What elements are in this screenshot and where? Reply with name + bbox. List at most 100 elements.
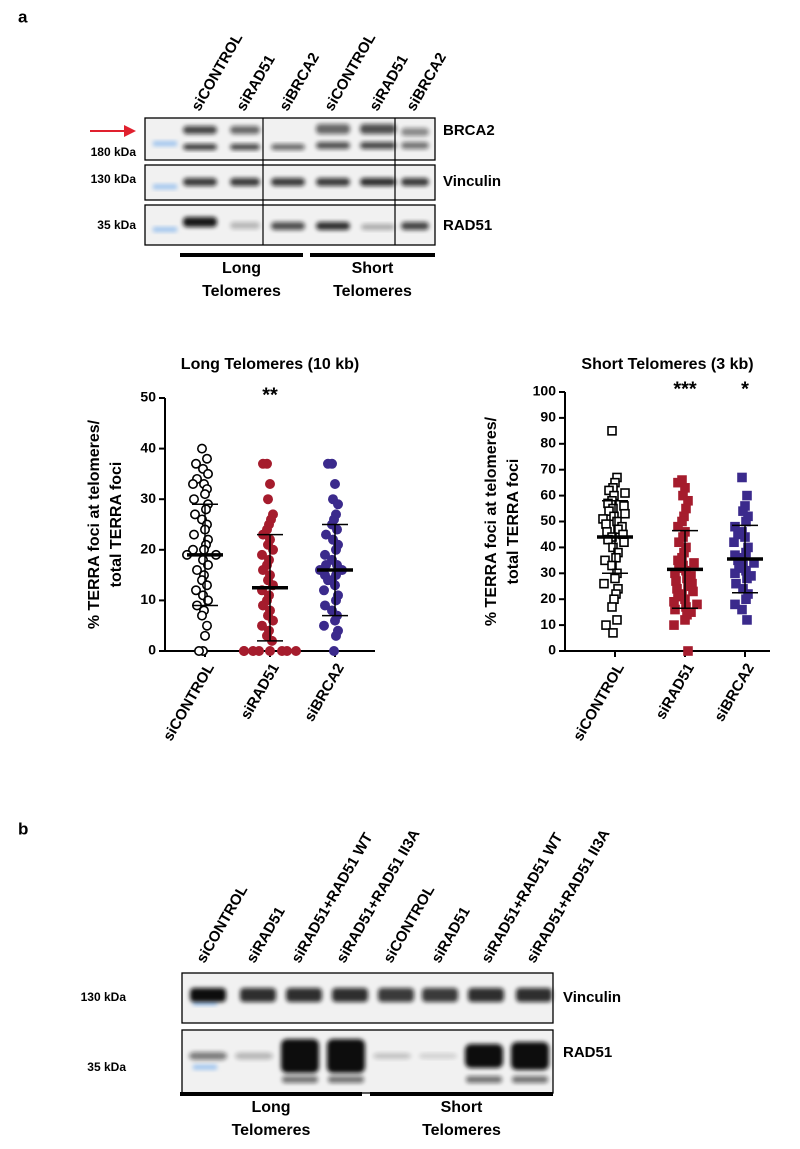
blot-band xyxy=(271,144,305,150)
y-tick-label: 80 xyxy=(540,435,556,451)
blot-band xyxy=(230,144,260,150)
blot-band xyxy=(328,1076,364,1083)
y-tick-label: 30 xyxy=(140,490,156,506)
data-point xyxy=(681,503,691,514)
marker-label: 180 kDa xyxy=(91,145,137,159)
data-point xyxy=(267,615,278,626)
lane-label: siRAD51+RAD51 II3A xyxy=(523,826,613,966)
significance: ** xyxy=(262,384,278,406)
lane-label: siRAD51 xyxy=(243,904,289,966)
y-tick-label: 70 xyxy=(540,460,556,476)
data-point xyxy=(601,519,611,529)
blot-band xyxy=(468,988,504,1002)
group-label: Telomeres xyxy=(333,283,412,300)
data-point xyxy=(741,594,751,605)
y-tick-label: 20 xyxy=(540,590,556,606)
ladder-band xyxy=(153,141,177,147)
y-tick-label: 10 xyxy=(540,616,556,632)
y-tick-label: 30 xyxy=(540,564,556,580)
data-point xyxy=(332,499,343,510)
ladder-band xyxy=(153,227,177,232)
blot-frame xyxy=(144,164,436,201)
significance: *** xyxy=(673,378,697,400)
blot-band xyxy=(332,988,368,1002)
blot-band xyxy=(361,224,395,230)
data-point xyxy=(328,645,339,656)
blot-band xyxy=(378,988,414,1002)
lane-label: siRAD51+RAD51 II3A xyxy=(333,826,423,966)
protein-label: RAD51 xyxy=(563,1044,612,1061)
blot-band xyxy=(183,144,217,150)
blot-band xyxy=(271,222,305,230)
data-point xyxy=(619,537,629,548)
blot-band xyxy=(230,222,260,229)
blot-band xyxy=(373,1053,411,1059)
y-tick-label: 0 xyxy=(148,642,156,658)
marker-label: 130 kDa xyxy=(91,172,137,186)
data-point xyxy=(330,630,341,641)
lane-label: siRAD51 xyxy=(233,52,279,114)
blot-band xyxy=(327,1039,365,1073)
blot-band xyxy=(512,1076,548,1083)
y-axis-label: total TERRA foci xyxy=(108,462,125,588)
lane-label: siBRCA2 xyxy=(403,50,450,114)
x-tick-label: siRAD51 xyxy=(237,660,283,722)
y-axis-label: total TERRA foci xyxy=(505,459,522,585)
data-point xyxy=(738,506,748,516)
data-point xyxy=(331,524,342,535)
data-point xyxy=(200,630,211,641)
group-label: Short xyxy=(352,260,394,277)
blot-band xyxy=(282,1076,318,1083)
data-point xyxy=(689,558,699,568)
data-point xyxy=(319,549,330,560)
data-point xyxy=(669,596,679,607)
blot-band xyxy=(466,1076,502,1083)
significance: * xyxy=(741,378,749,400)
data-point xyxy=(194,645,205,656)
lane-label: siCONTROL xyxy=(193,882,251,966)
chart-title: Short Telomeres (3 kb) xyxy=(581,356,753,373)
blot-band xyxy=(401,178,429,186)
blot-band xyxy=(401,142,429,149)
blot-band xyxy=(235,1052,273,1060)
marker-label: 35 kDa xyxy=(87,1060,126,1074)
blot-band xyxy=(316,142,350,149)
data-point xyxy=(680,483,690,493)
blot-band xyxy=(183,178,217,186)
blot-band xyxy=(316,178,350,186)
data-point xyxy=(730,568,740,579)
lane-label: siRAD51+RAD51 WT xyxy=(478,830,566,966)
ladder-band xyxy=(193,1000,217,1006)
y-axis-label: % TERRA foci at telomeres/ xyxy=(483,416,500,626)
data-point xyxy=(322,575,333,586)
data-point xyxy=(683,581,693,592)
data-point xyxy=(191,458,202,469)
data-point xyxy=(248,645,259,656)
data-point xyxy=(256,620,267,631)
data-point xyxy=(612,615,622,625)
data-point xyxy=(742,573,752,584)
x-tick-label: siCONTROL xyxy=(160,660,218,744)
data-point xyxy=(267,544,278,555)
data-point xyxy=(619,501,629,511)
blot-frame xyxy=(181,1029,554,1094)
y-axis-label: % TERRA foci at telomeres/ xyxy=(86,419,103,629)
data-point xyxy=(607,602,617,612)
group-label: Long xyxy=(251,1099,290,1116)
x-tick-label: siBRCA2 xyxy=(301,660,348,724)
x-tick-label: siBRCA2 xyxy=(711,660,758,724)
data-point xyxy=(329,615,340,626)
group-label: Long xyxy=(222,260,261,277)
data-point xyxy=(203,559,214,570)
data-point xyxy=(330,595,341,606)
data-point xyxy=(239,645,250,656)
y-tick-label: 50 xyxy=(140,389,156,405)
blot-band xyxy=(422,988,458,1002)
data-point xyxy=(680,615,690,625)
ladder-band xyxy=(153,184,177,190)
data-point xyxy=(189,529,200,540)
data-point xyxy=(197,610,208,621)
blot-band xyxy=(511,1042,549,1070)
blot-band xyxy=(271,178,305,186)
blot-band xyxy=(286,988,322,1002)
